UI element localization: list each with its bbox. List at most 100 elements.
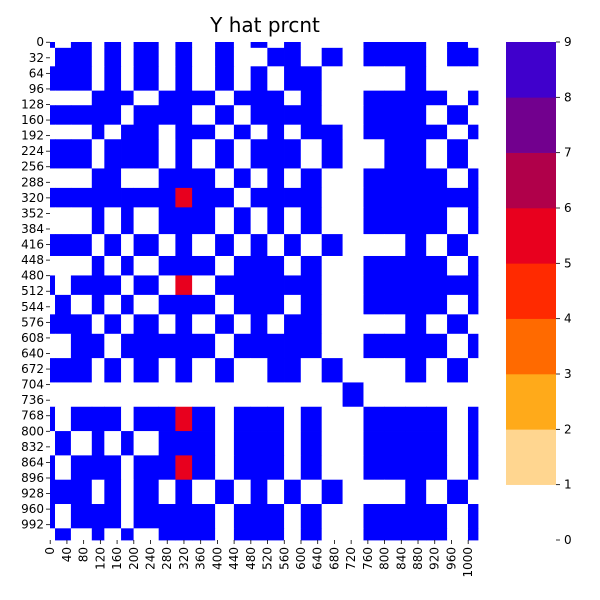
- heatmap-cell: [300, 66, 323, 92]
- heatmap-cell: [215, 105, 235, 126]
- heatmap-cell: [300, 207, 323, 235]
- heatmap-cell: [321, 382, 343, 408]
- heatmap-cell: [55, 294, 72, 315]
- heatmap-cell: [233, 207, 252, 235]
- heatmap-cell: [192, 255, 216, 276]
- heatmap-cell: [267, 255, 285, 276]
- heatmap-cell: [233, 139, 252, 169]
- y-tick-label: 480: [21, 269, 44, 283]
- heatmap-cell: [405, 42, 427, 49]
- heatmap-cell: [55, 358, 72, 383]
- heatmap-cell: [91, 47, 105, 67]
- heatmap-cell: [215, 187, 235, 208]
- heatmap-cell: [175, 66, 193, 92]
- heatmap-cell: [215, 234, 235, 257]
- heatmap-cell: [342, 504, 364, 529]
- x-tick-label: 240: [144, 547, 158, 570]
- heatmap-cell: [363, 124, 385, 140]
- heatmap-cell: [447, 139, 469, 169]
- heatmap-cell: [104, 455, 122, 481]
- x-tick-label: 640: [311, 547, 325, 570]
- heatmap-cell: [104, 234, 122, 257]
- heatmap-cell: [467, 47, 479, 67]
- heatmap-cell: [267, 406, 285, 432]
- heatmap-cell: [55, 255, 72, 276]
- heatmap-cell: [267, 333, 285, 359]
- heatmap-cell: [342, 42, 364, 49]
- heatmap-cell: [284, 455, 302, 481]
- heatmap-cell: [363, 42, 385, 49]
- x-tick-label: 800: [378, 547, 392, 570]
- heatmap-cell: [447, 479, 469, 505]
- heatmap-cell: [342, 187, 364, 208]
- heatmap-cell: [363, 105, 385, 126]
- heatmap-cell: [133, 528, 160, 541]
- heatmap-cell: [50, 47, 56, 67]
- heatmap-cell: [121, 314, 134, 335]
- heatmap-cell: [250, 42, 268, 49]
- heatmap-cell: [91, 455, 105, 481]
- heatmap-cell: [426, 314, 448, 335]
- heatmap-cell: [284, 139, 302, 169]
- heatmap-cell: [50, 66, 56, 92]
- heatmap-cell: [70, 455, 93, 481]
- heatmap-cell: [342, 90, 364, 106]
- heatmap-cell: [284, 47, 302, 67]
- heatmap-cell: [447, 234, 469, 257]
- heatmap-cell: [363, 382, 385, 408]
- heatmap-cell: [158, 314, 176, 335]
- heatmap-cell: [467, 455, 479, 481]
- heatmap-cell: [50, 90, 56, 106]
- heatmap-cell: [363, 255, 385, 276]
- colorbar-band: [506, 263, 556, 319]
- heatmap-cell: [233, 47, 252, 67]
- heatmap-cell: [91, 314, 105, 335]
- x-tick-label: 200: [127, 547, 141, 570]
- heatmap-cell: [175, 234, 193, 257]
- heatmap-cell: [233, 124, 252, 140]
- x-tick-label: 360: [194, 547, 208, 570]
- heatmap-cell: [250, 207, 268, 235]
- heatmap-cell: [91, 90, 105, 106]
- y-tick-label: 96: [29, 82, 44, 96]
- heatmap-cell: [133, 90, 160, 106]
- heatmap-cell: [267, 168, 285, 189]
- colorbar-tick-label: 7: [564, 146, 572, 160]
- heatmap-cell: [233, 42, 252, 49]
- heatmap-cell: [447, 358, 469, 383]
- heatmap-cell: [405, 382, 427, 408]
- heatmap-cell: [70, 105, 93, 126]
- heatmap-cell: [70, 255, 93, 276]
- heatmap-cell: [250, 455, 268, 481]
- heatmap-cell: [55, 275, 72, 296]
- heatmap-cell: [321, 207, 343, 235]
- heatmap-cell: [250, 275, 268, 296]
- colorbar-tick-label: 1: [564, 478, 572, 492]
- heatmap-cell: [70, 90, 93, 106]
- heatmap-cell: [363, 504, 385, 529]
- y-tick-label: 416: [21, 238, 44, 252]
- heatmap-cell: [405, 207, 427, 235]
- heatmap-cell: [426, 234, 448, 257]
- heatmap-cell: [250, 314, 268, 335]
- heatmap-cell: [55, 479, 72, 505]
- heatmap-cell: [426, 187, 448, 208]
- heatmap-cell: [133, 431, 160, 456]
- heatmap-cell: [158, 47, 176, 67]
- heatmap-cell: [158, 358, 176, 383]
- heatmap-cell: [104, 105, 122, 126]
- heatmap-cell: [233, 382, 252, 408]
- heatmap-cell: [321, 504, 343, 529]
- y-tick-label: 352: [21, 206, 44, 220]
- heatmap-cell: [300, 333, 323, 359]
- heatmap-cell: [192, 90, 216, 106]
- heatmap-cell: [321, 42, 343, 49]
- heatmap-cell: [447, 275, 469, 296]
- heatmap-cell: [55, 187, 72, 208]
- heatmap-cell: [121, 431, 134, 456]
- y-tick-label: 928: [21, 487, 44, 501]
- x-tick-label: 80: [77, 547, 91, 562]
- heatmap-cell: [215, 139, 235, 169]
- heatmap-cell: [175, 479, 193, 505]
- y-tick-label: 736: [21, 393, 44, 407]
